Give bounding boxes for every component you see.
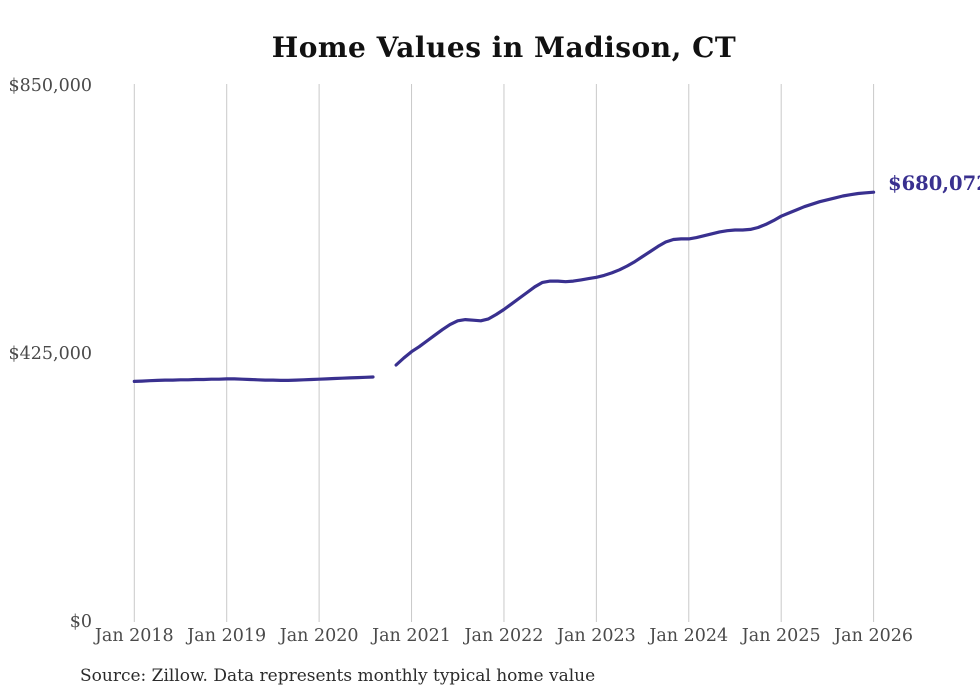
chart-title: Home Values in Madison, CT <box>271 31 737 64</box>
home-value-line <box>132 190 876 383</box>
x-axis-tick-label: Jan 2026 <box>832 626 913 646</box>
x-axis-tick-label: Jan 2025 <box>740 626 821 646</box>
end-value-label: $680,072 <box>888 172 980 195</box>
source-note: Source: Zillow. Data represents monthly … <box>80 666 596 686</box>
x-axis-tick-label: Jan 2022 <box>463 626 544 646</box>
x-axis-tick-label: Jan 2019 <box>185 626 266 646</box>
x-axis-tick-label: Jan 2023 <box>555 626 636 646</box>
y-axis-tick-label: $425,000 <box>8 344 92 364</box>
x-axis-tick-label: Jan 2020 <box>278 626 359 646</box>
x-axis-tick-label: Jan 2018 <box>93 626 174 646</box>
x-axis-tick-label: Jan 2024 <box>647 626 728 646</box>
y-axis-tick-label: $0 <box>70 612 92 632</box>
x-axis-tick-label: Jan 2021 <box>370 626 451 646</box>
y-axis-tick-label: $850,000 <box>8 76 92 96</box>
